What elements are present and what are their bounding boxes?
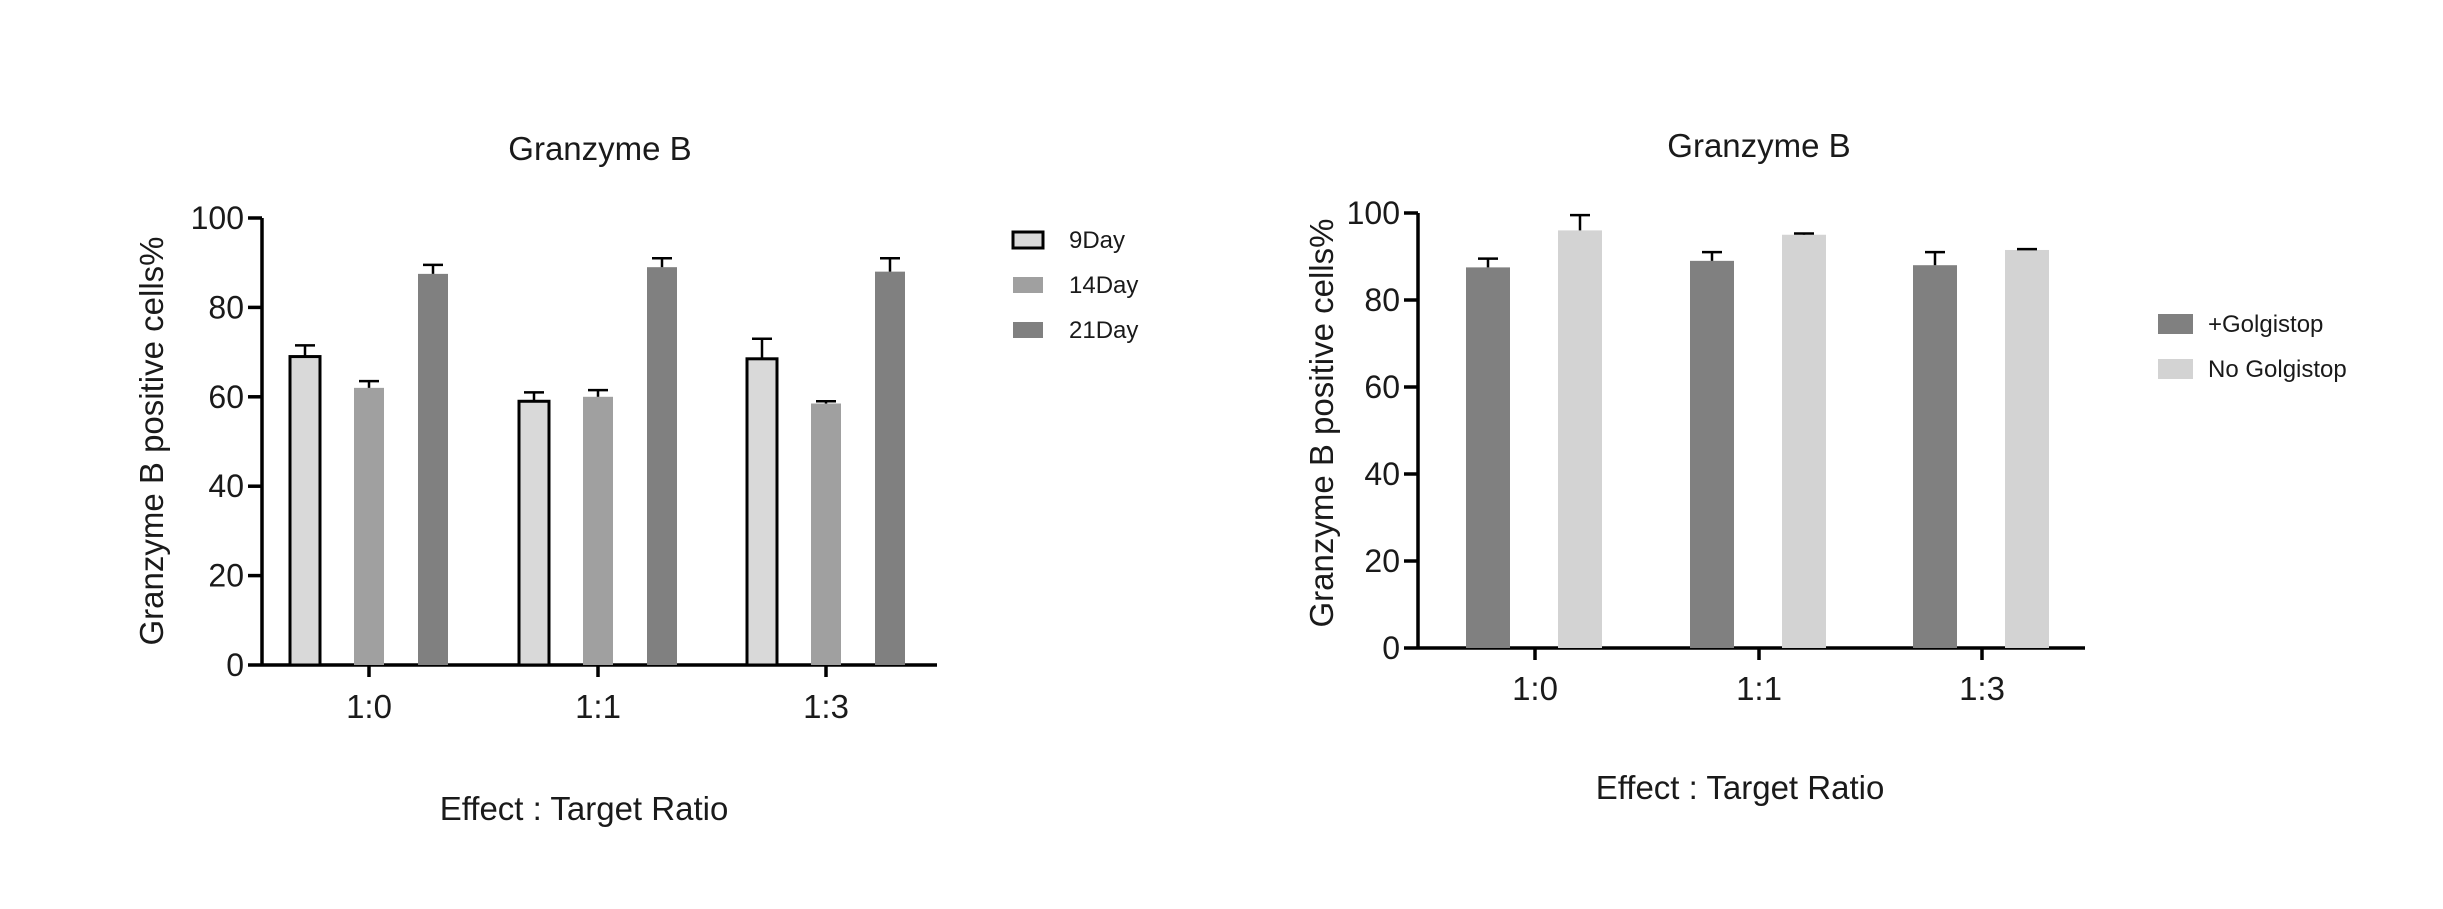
y-tick-label: 40 (208, 468, 244, 504)
bar-9Day-1:3 (745, 357, 779, 667)
y-tick-label: 80 (208, 289, 244, 325)
legend-label-+Golgistop: +Golgistop (2208, 311, 2323, 338)
x-category-label: 1:1 (1736, 670, 1782, 707)
y-axis-title: Granzyme B positive cells% (1303, 219, 1340, 628)
legend-swatch-14Day (1013, 277, 1043, 293)
legend-swatch-+Golgistop (2158, 314, 2193, 334)
y-tick-label: 20 (208, 558, 244, 594)
bar-14Day-1:1 (583, 396, 613, 665)
y-tick-label: 60 (1364, 369, 1400, 405)
bar-9Day-1:0 (288, 355, 322, 667)
x-category-label: 1:1 (575, 688, 621, 725)
legend-label-14Day: 14Day (1069, 272, 1138, 299)
y-tick-label: 60 (208, 379, 244, 415)
bar-14Day-1:0 (354, 387, 384, 665)
bar-No Golgistop-1:0 (1558, 230, 1602, 648)
x-category-label: 1:0 (346, 688, 392, 725)
y-tick-label: 0 (226, 647, 244, 683)
bar-21Day-1:1 (647, 267, 677, 665)
x-category-label: 1:3 (803, 688, 849, 725)
bar-No Golgistop-1:3 (2005, 249, 2049, 648)
y-tick-label: 80 (1364, 282, 1400, 318)
bar-+Golgistop-1:0 (1466, 267, 1510, 648)
bar-21Day-1:3 (875, 271, 905, 665)
y-tick-label: 20 (1364, 543, 1400, 579)
bar-21Day-1:0 (418, 273, 448, 665)
chart-panel-2: Granzyme B 0 20 40 60 80 100 1:0 1:1 1:3 Effect : … (1303, 127, 2347, 806)
x-axis-title: Effect : Target Ratio (440, 790, 729, 827)
bar-No Golgistop-1:1 (1782, 234, 1826, 648)
y-axis-title: Granzyme B positive cells% (133, 237, 170, 646)
bar-+Golgistop-1:1 (1690, 260, 1734, 648)
chart-panel-1: Granzyme B 0 20 40 60 80 100 1:0 1:1 1:3 Effect : … (133, 130, 1138, 827)
y-tick-label: 0 (1382, 630, 1400, 666)
legend-label-No Golgistop: No Golgistop (2208, 356, 2347, 383)
y-tick-label: 100 (1347, 195, 1400, 231)
legend-label-9Day: 9Day (1069, 227, 1125, 254)
x-axis-title: Effect : Target Ratio (1596, 769, 1885, 806)
bar-14Day-1:3 (811, 403, 841, 665)
legend-swatch-No Golgistop (2158, 359, 2193, 379)
x-category-label: 1:3 (1959, 670, 2005, 707)
legend-swatch-9Day (1011, 230, 1045, 250)
legend-label-21Day: 21Day (1069, 317, 1138, 344)
x-category-label: 1:0 (1512, 670, 1558, 707)
legend-swatch-21Day (1013, 322, 1043, 338)
legend: +Golgistop No Golgistop (2158, 311, 2347, 383)
y-tick-label: 40 (1364, 456, 1400, 492)
legend: 9Day 14Day 21Day (1011, 227, 1138, 344)
chart-title: Granzyme B (508, 130, 691, 167)
chart-title: Granzyme B (1667, 127, 1850, 164)
bar-9Day-1:1 (517, 399, 551, 667)
bar-+Golgistop-1:3 (1913, 265, 1957, 648)
y-tick-label: 100 (191, 200, 244, 236)
